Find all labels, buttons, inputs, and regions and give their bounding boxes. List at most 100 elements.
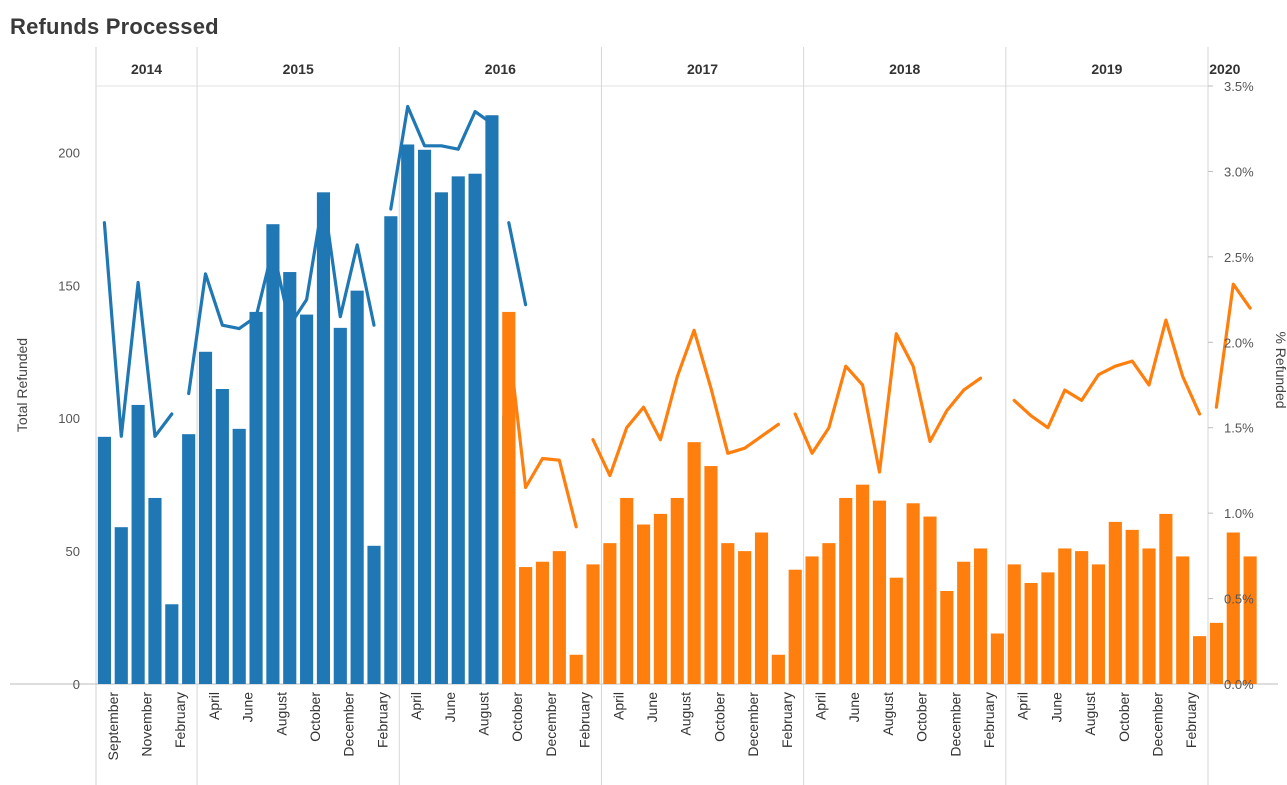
bar [502,311,516,684]
bar [1007,564,1021,684]
lines-layer [102,104,1252,529]
y-tick-label: 150 [58,278,80,293]
bar [1125,529,1139,684]
x-tick-label: December [1150,692,1166,757]
y-tick-label: 200 [58,145,80,160]
x-tick-label: August [1082,692,1098,736]
pct-line-segment [507,340,578,529]
year-label: 2016 [485,61,516,77]
bar [1108,521,1122,684]
bar [839,497,853,684]
bar [1209,622,1223,684]
x-tick-label: February [1183,692,1199,748]
x-tick-label: April [610,692,626,720]
pct-line-segment [1214,282,1252,409]
bar [687,442,701,684]
y-tick-label: 50 [66,544,80,559]
chart-title: Refunds Processed [10,14,219,39]
x-tick-label: April [1015,692,1031,720]
year-label: 2020 [1209,61,1240,77]
x-tick-label: December [341,692,357,757]
x-tick-label: June [846,692,862,723]
year-label: 2017 [687,61,718,77]
bar [721,543,735,684]
bar [434,192,448,685]
bar [771,654,785,684]
bar [822,543,836,684]
y2-axis-title: % Refunded [1273,331,1287,408]
bar [653,513,667,684]
bar [333,327,347,684]
bar [316,192,331,685]
y2-tick-label: 3.0% [1224,164,1254,179]
bar [990,633,1004,684]
x-tick-label: December [947,692,963,757]
y-tick-label: 0 [73,677,80,692]
x-tick-label: December [745,692,761,757]
pct-line-segment [1012,318,1202,430]
x-tick-label: August [476,692,492,736]
bar [1193,636,1207,684]
bar [468,173,482,684]
bar [1058,548,1072,684]
x-tick-label: June [644,692,660,723]
bar [198,351,213,684]
year-label: 2018 [889,61,920,77]
bar [384,216,398,684]
x-tick-label: October [509,692,525,742]
bar [300,314,314,684]
x-tick-label: April [813,692,829,720]
bar [872,500,887,684]
x-tick-label: August [273,692,289,736]
year-label: 2019 [1091,61,1122,77]
bar [182,434,196,684]
bar [417,149,432,684]
x-tick-label: June [442,692,458,723]
bar [586,564,600,684]
bar [1075,551,1089,684]
bar [1176,556,1190,684]
bar [485,115,499,685]
bar [973,548,988,684]
x-tick-label: November [139,692,155,757]
bar [552,551,566,684]
bar [535,561,550,684]
x-tick-label: June [240,692,256,723]
bar [165,604,179,684]
bar [131,404,145,684]
bar [923,516,937,684]
bar [1159,513,1173,684]
bar [1243,556,1257,684]
bar [1142,548,1156,684]
x-tick-label: February [172,692,188,748]
bar [738,551,752,684]
y2-tick-label: 1.5% [1224,421,1254,436]
pct-line-segment [507,221,528,307]
bar [215,388,229,684]
x-tick-label: February [779,692,795,748]
pct-line-segment [187,195,376,396]
bar [856,484,870,684]
axes-layer: 2014 2015 2016 2017 2018 2019 2020 0 50 100 150 200… [14,61,1287,760]
bar [670,497,684,684]
bar [1041,572,1055,684]
pct-line-segment [389,104,494,211]
bar [940,590,954,684]
x-tick-label: April [206,692,222,720]
x-tick-label: October [711,692,727,742]
year-label: 2014 [131,61,162,77]
bar [889,577,903,684]
y2-tick-label: 3.5% [1224,79,1254,94]
x-tick-label: February [981,692,997,748]
bar [957,561,971,684]
bar [906,503,920,684]
x-tick-label: September [105,692,121,761]
bar [350,290,364,684]
x-tick-label: February [577,692,593,748]
y2-tick-label: 2.5% [1224,250,1254,265]
y-tick-label: 100 [58,411,80,426]
bar [637,524,651,684]
bar [249,311,263,684]
